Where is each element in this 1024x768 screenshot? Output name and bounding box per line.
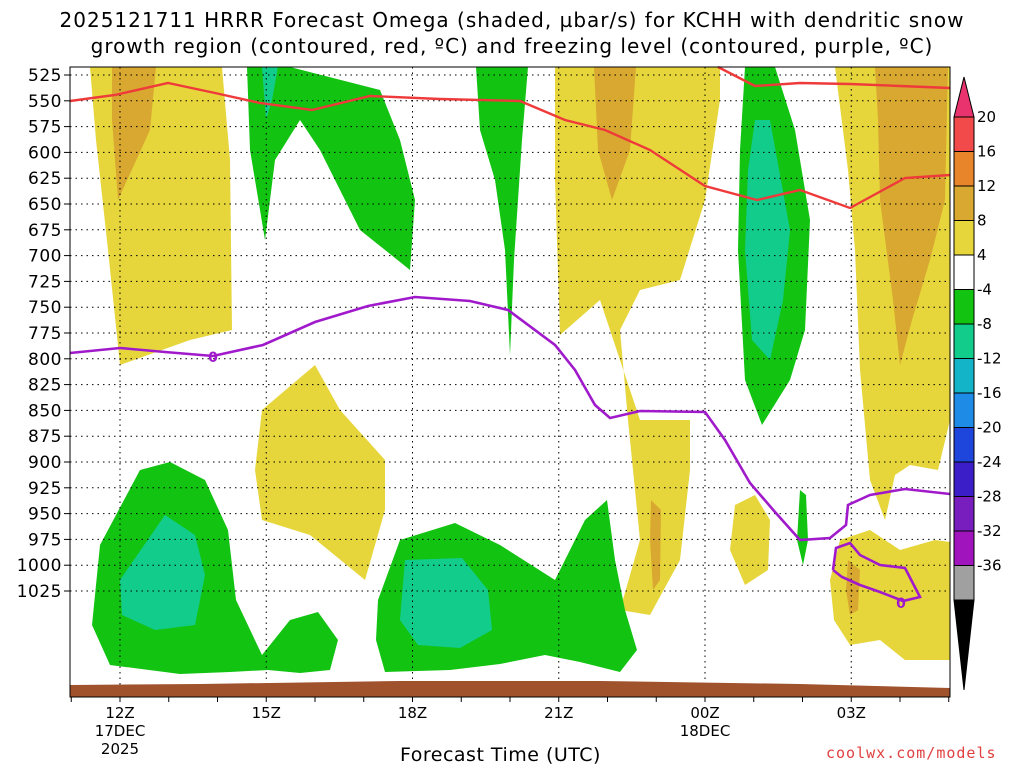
- colorbar-swatch: [953, 358, 975, 394]
- omega-yellow-region: [255, 365, 385, 580]
- colorbar-label: 20: [977, 108, 996, 126]
- omega-green-region: [247, 67, 415, 270]
- colorbar-bottom-arrow: [953, 599, 975, 691]
- colorbar: 20 16 12 8 4 -4 -8 -12 -16 -20 -24 -28 -32 -36: [953, 76, 1002, 691]
- x-tick-label: 21Z: [544, 704, 573, 722]
- x-tick-label: 12Z: [105, 704, 134, 722]
- omega-green-region: [797, 490, 808, 565]
- plot-frame: [69, 66, 951, 698]
- colorbar-swatch: [953, 392, 975, 428]
- freezing-level-label: 0: [896, 596, 906, 612]
- chart-title-line-2: growth region (contoured, red, ºC) and f…: [90, 34, 934, 58]
- y-tick-label: 825: [28, 376, 62, 396]
- y-tick-label: 700: [28, 247, 62, 267]
- colorbar-top-arrow: [953, 76, 975, 118]
- y-tick-label: 975: [28, 530, 62, 550]
- colorbar-label: -16: [977, 384, 1002, 402]
- y-tick-label: 775: [28, 324, 62, 344]
- y-tick-label: 600: [28, 143, 62, 163]
- colorbar-label: -20: [977, 419, 1002, 437]
- x-tick-label: 03Z: [837, 704, 866, 722]
- y-tick-label: 650: [28, 195, 62, 215]
- y-tick-label: 925: [28, 479, 62, 499]
- omega-orange-region: [846, 560, 860, 615]
- ground-surface: [70, 681, 950, 697]
- colorbar-label: -8: [977, 315, 992, 333]
- colorbar-label: -36: [977, 557, 1002, 575]
- colorbar-swatch: [953, 496, 975, 532]
- y-axis-labels: 525 550 575 600 625 650 675 700 725 750 775 800 825 8…: [17, 66, 62, 602]
- colorbar-swatch: [953, 151, 975, 187]
- y-tick-label: 575: [28, 118, 62, 138]
- colorbar-swatch: [953, 565, 975, 601]
- x-tick-label: 15Z: [252, 704, 281, 722]
- colorbar-label: 12: [977, 177, 996, 195]
- y-tick-label: 1025: [17, 582, 62, 602]
- omega-orange-region: [112, 67, 156, 200]
- colorbar-swatch: [953, 530, 975, 566]
- x-tick-date-label: 17DEC: [95, 722, 146, 740]
- omega-green-region: [476, 67, 528, 355]
- omega-shading: [90, 67, 950, 674]
- source-credit[interactable]: coolwx.com/models: [826, 744, 997, 762]
- colorbar-label: 16: [977, 143, 996, 161]
- omega-teal-region: [120, 515, 205, 630]
- colorbar-label: 4: [977, 246, 987, 264]
- colorbar-label: -32: [977, 522, 1002, 540]
- y-tick-label: 750: [28, 298, 62, 318]
- omega-yellow-region: [555, 67, 720, 615]
- colorbar-label: 8: [977, 212, 987, 230]
- x-axis-title: Forecast Time (UTC): [400, 744, 601, 766]
- y-tick-label: 800: [28, 350, 62, 370]
- x-tick-label: 18Z: [398, 704, 427, 722]
- colorbar-swatch: [953, 427, 975, 463]
- colorbar-swatch: [953, 254, 975, 290]
- y-tick-label: 675: [28, 221, 62, 241]
- colorbar-swatch: [953, 116, 975, 152]
- colorbar-swatch: [953, 185, 975, 221]
- freezing-level-label: 0: [208, 350, 218, 366]
- y-tick-label: 1000: [17, 556, 62, 576]
- colorbar-label: -24: [977, 453, 1002, 471]
- colorbar-label: -28: [977, 488, 1002, 506]
- colorbar-swatch: [953, 289, 975, 325]
- snow-growth-contour: [717, 65, 951, 90]
- omega-teal-region: [400, 558, 492, 648]
- y-tick-label: 625: [28, 169, 62, 189]
- x-tick-year-label: 2025: [101, 740, 139, 758]
- colorbar-swatch: [953, 461, 975, 497]
- chart-title-line-1: 2025121711 HRRR Forecast Omega (shaded, …: [59, 8, 965, 32]
- omega-teal-region: [745, 120, 790, 360]
- snow-growth-contour: [69, 81, 951, 210]
- colorbar-swatch: [953, 323, 975, 359]
- y-tick-label: 950: [28, 505, 62, 525]
- colorbar-label: -12: [977, 350, 1002, 368]
- freezing-level-contour: [69, 295, 951, 542]
- y-tick-label: 550: [28, 92, 62, 112]
- omega-yellow-region: [730, 495, 770, 585]
- colorbar-label: -4: [977, 281, 992, 299]
- y-tick-label: 725: [28, 272, 62, 292]
- omega-orange-region: [650, 500, 661, 590]
- colorbar-swatch: [953, 220, 975, 256]
- gridlines: [64, 67, 950, 702]
- y-tick-label: 850: [28, 401, 62, 421]
- omega-orange-region: [875, 67, 948, 365]
- x-tick-date-label: 18DEC: [680, 722, 731, 740]
- freezing-level-contour: [831, 541, 922, 603]
- y-tick-label: 875: [28, 427, 62, 447]
- x-tick-label: 00Z: [690, 704, 719, 722]
- y-tick-label: 525: [28, 66, 62, 86]
- y-tick-label: 900: [28, 453, 62, 473]
